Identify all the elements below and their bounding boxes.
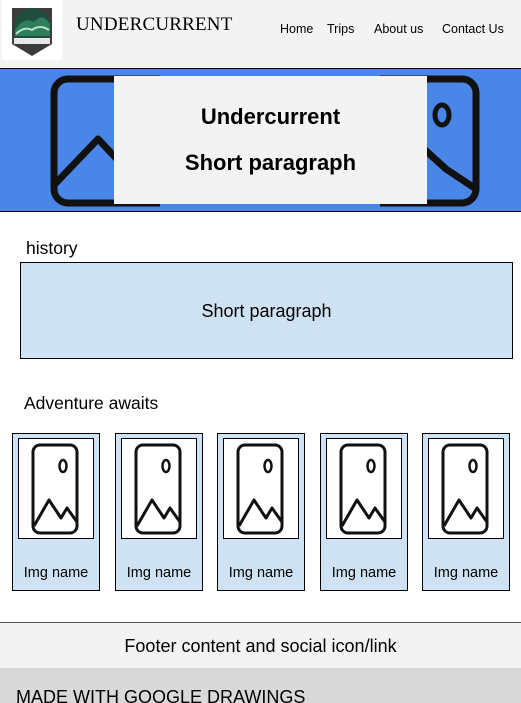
site-footer: Footer content and social icon/link [0,622,521,669]
site-header: UNDERCURRENT Home Trips About us Contact… [0,0,521,69]
adventure-card[interactable]: Img name [422,433,510,591]
footer-text[interactable]: Footer content and social icon/link [124,636,397,656]
card-label: Img name [23,565,89,581]
brand-name[interactable]: UNDERCURRENT [76,14,233,35]
nav-home[interactable]: Home [280,22,314,36]
hero-card: Undercurrent Short paragraph [114,76,427,204]
nav-trips[interactable]: Trips [327,22,355,36]
hero-title: Undercurrent [200,104,341,129]
history-heading: history [26,238,78,258]
card-image[interactable] [18,438,94,539]
card-image[interactable] [428,438,504,539]
adventure-card[interactable]: Img name [12,433,100,591]
card-label: Img name [126,565,192,581]
image-placeholder-icon [236,443,284,535]
adventure-heading: Adventure awaits [24,393,159,413]
made-with-banner: MADE WITH GOOGLE DRAWINGS [0,668,521,703]
history-text: Short paragraph [201,301,332,321]
nav-contact-us[interactable]: Contact Us [442,22,504,36]
hero-subtitle: Short paragraph [184,150,357,175]
adventure-card[interactable]: Img name [115,433,203,591]
wave-badge-icon [12,8,52,56]
nav-about-us[interactable]: About us [374,22,424,36]
card-label: Img name [331,565,397,581]
card-label: Img name [228,565,294,581]
card-image[interactable] [121,438,197,539]
made-with-text[interactable]: MADE WITH GOOGLE DRAWINGS [16,687,306,703]
hero-banner: Undercurrent Short paragraph [0,69,521,212]
image-placeholder-icon [31,443,79,535]
card-image[interactable] [326,438,402,539]
logo[interactable] [2,0,62,60]
history-box: Short paragraph [20,262,513,359]
image-placeholder-icon [339,443,387,535]
card-image[interactable] [223,438,299,539]
adventure-card[interactable]: Img name [217,433,305,591]
card-label: Img name [433,565,499,581]
image-placeholder-icon [441,443,489,535]
adventure-card[interactable]: Img name [320,433,408,591]
image-placeholder-icon [134,443,182,535]
